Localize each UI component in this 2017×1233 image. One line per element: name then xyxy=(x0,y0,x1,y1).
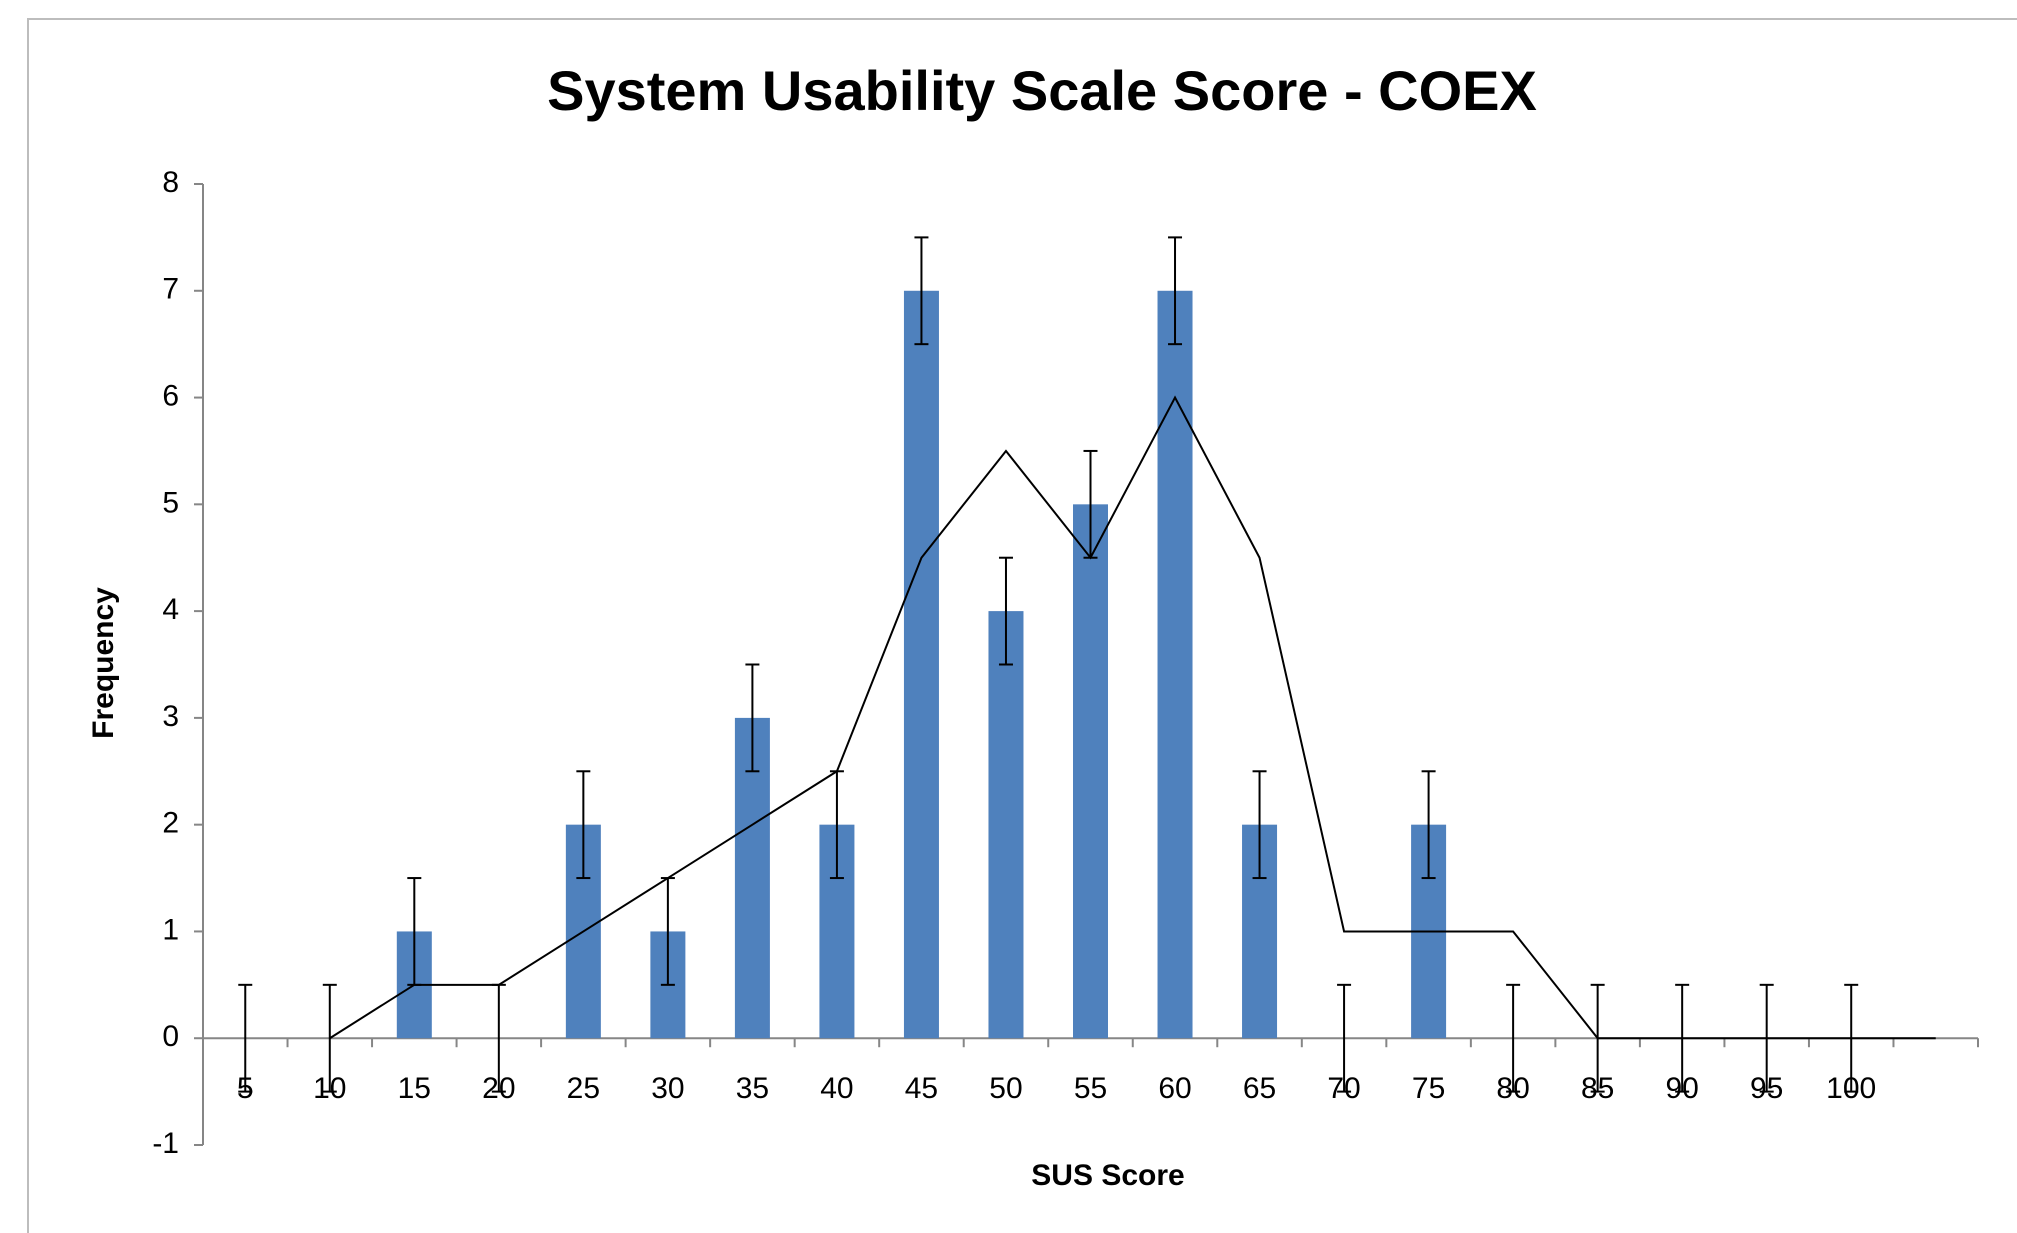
bar xyxy=(988,611,1024,1039)
x-tick-label: 45 xyxy=(905,1072,938,1105)
y-tick-label: 3 xyxy=(162,700,179,733)
x-tick-label: 30 xyxy=(651,1072,684,1105)
y-tick-label: 8 xyxy=(162,166,179,199)
x-tick-label: 65 xyxy=(1243,1072,1276,1105)
y-tick-label: 7 xyxy=(162,273,179,306)
y-tick-label: 4 xyxy=(162,593,179,626)
error-bar xyxy=(1168,236,1183,346)
error-bar xyxy=(238,983,253,1093)
chart-title: System Usability Scale Score - COEX xyxy=(547,59,1537,122)
y-tick-label: 0 xyxy=(162,1020,179,1053)
bar xyxy=(903,290,939,1039)
error-bar xyxy=(1421,770,1436,880)
error-bar xyxy=(998,556,1013,666)
error-bar xyxy=(745,663,760,773)
bar xyxy=(1073,504,1108,1039)
x-axis-label: SUS Score xyxy=(1031,1159,1184,1192)
x-tick-label: 15 xyxy=(398,1072,431,1105)
x-tick-label: 40 xyxy=(820,1072,853,1105)
error-bar xyxy=(1252,770,1267,880)
x-tick-label: 50 xyxy=(989,1072,1022,1105)
x-tick-label: 55 xyxy=(1074,1072,1107,1105)
y-tick-label: -1 xyxy=(152,1127,179,1160)
y-tick-label: 5 xyxy=(162,486,179,519)
error-bar xyxy=(1506,983,1521,1093)
y-tick-label: 1 xyxy=(162,913,179,946)
y-tick-label: 2 xyxy=(162,807,179,840)
x-tick-label: 75 xyxy=(1412,1072,1445,1105)
chart-frame xyxy=(27,18,2017,1233)
bar xyxy=(1157,290,1193,1039)
error-bar xyxy=(576,770,591,880)
error-bar xyxy=(914,236,929,346)
x-tick-label: 25 xyxy=(567,1072,600,1105)
x-tick-label: 60 xyxy=(1158,1072,1191,1105)
y-axis-label: Frequency xyxy=(87,587,120,739)
y-tick-label: 6 xyxy=(162,379,179,412)
x-tick-label: 35 xyxy=(736,1072,769,1105)
error-bar xyxy=(1337,983,1352,1093)
line xyxy=(329,395,1936,1040)
